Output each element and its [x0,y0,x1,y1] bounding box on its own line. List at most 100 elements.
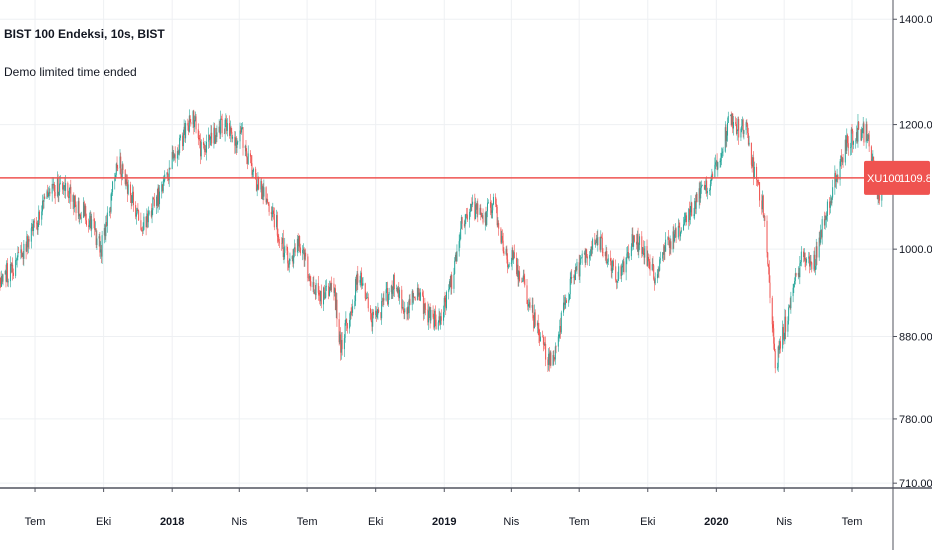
candle[interactable] [762,194,764,219]
candle[interactable] [146,208,148,228]
candle[interactable] [168,160,170,187]
candle[interactable] [115,172,117,181]
candle[interactable] [276,209,278,230]
candle[interactable] [312,276,314,293]
candle[interactable] [818,231,820,261]
candle[interactable] [318,286,320,296]
candle[interactable] [194,115,196,132]
candle[interactable] [9,256,11,288]
candle[interactable] [747,127,749,147]
candle[interactable] [686,212,688,226]
candle[interactable] [366,293,368,299]
candle[interactable] [709,179,711,196]
candle[interactable] [648,253,650,269]
candle[interactable] [193,109,195,135]
candle[interactable] [834,165,836,195]
candle[interactable] [759,181,761,207]
candle[interactable] [192,110,194,128]
candle[interactable] [310,276,312,291]
candle[interactable] [1,273,3,284]
candle[interactable] [798,268,800,278]
candle[interactable] [30,222,32,249]
candle[interactable] [831,195,833,207]
candle[interactable] [116,156,118,172]
candle[interactable] [329,280,331,291]
candle[interactable] [58,191,60,203]
candle[interactable] [725,124,727,148]
candle[interactable] [709,188,711,195]
candle[interactable] [417,284,419,301]
candle[interactable] [293,239,295,258]
candle[interactable] [0,271,1,291]
candle[interactable] [746,118,748,127]
candle[interactable] [416,282,418,301]
candle[interactable] [362,277,364,286]
candle[interactable] [232,134,234,143]
candle[interactable] [179,134,181,141]
candle[interactable] [486,197,488,218]
candle[interactable] [549,350,551,367]
candle[interactable] [241,122,243,135]
candle[interactable] [517,258,519,287]
candle[interactable] [664,242,666,260]
candle[interactable] [12,268,14,280]
candle[interactable] [95,228,97,249]
candle[interactable] [21,242,23,259]
candle[interactable] [340,327,342,361]
candle[interactable] [743,129,745,140]
candle[interactable] [38,205,40,228]
candle[interactable] [651,258,653,271]
candle[interactable] [246,156,248,170]
candle[interactable] [361,267,363,290]
candle[interactable] [529,297,531,311]
candle[interactable] [508,262,510,268]
candle[interactable] [679,222,681,242]
candle[interactable] [816,241,818,265]
candle[interactable] [218,119,220,133]
candle[interactable] [7,278,9,288]
candle[interactable] [672,226,674,253]
candle[interactable] [670,238,672,256]
candle[interactable] [57,174,59,202]
candle[interactable] [137,203,139,212]
candle[interactable] [44,193,46,200]
candle[interactable] [15,258,17,266]
candle[interactable] [506,245,508,264]
candle[interactable] [717,161,719,177]
candle[interactable] [704,185,706,191]
candle[interactable] [143,213,145,231]
candle[interactable] [771,295,773,333]
candle[interactable] [803,248,805,262]
candle[interactable] [110,192,112,214]
candle[interactable] [173,153,175,161]
candle[interactable] [637,227,639,256]
candle[interactable] [472,194,474,208]
candle[interactable] [240,126,242,135]
candle[interactable] [538,323,540,344]
candle[interactable] [767,251,769,267]
candle[interactable] [756,179,758,187]
candle[interactable] [398,282,400,301]
candle[interactable] [174,146,176,163]
candle[interactable] [852,128,854,153]
candle[interactable] [610,257,612,278]
candle[interactable] [162,176,164,194]
candle[interactable] [788,304,790,325]
candle[interactable] [132,186,134,212]
candle[interactable] [522,277,524,283]
candle[interactable] [435,314,437,330]
candle[interactable] [282,233,284,249]
candle[interactable] [330,282,332,293]
candle[interactable] [601,234,603,239]
candle[interactable] [721,148,723,159]
candle[interactable] [823,211,825,230]
candle[interactable] [453,267,455,294]
candle[interactable] [642,246,644,257]
candle[interactable] [821,215,823,245]
candle[interactable] [795,272,797,278]
candle[interactable] [99,232,101,257]
candle[interactable] [54,184,56,204]
candle[interactable] [16,255,18,268]
candle[interactable] [308,274,310,282]
candle[interactable] [521,277,523,283]
